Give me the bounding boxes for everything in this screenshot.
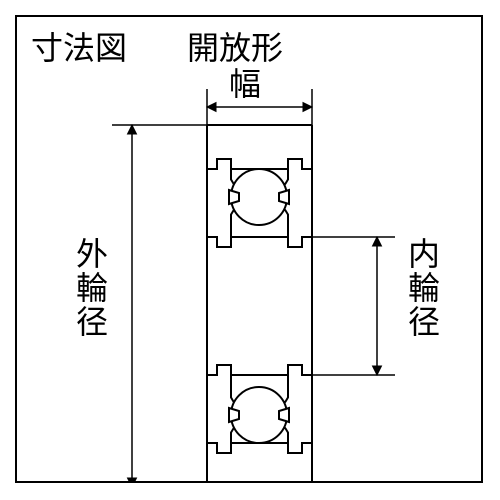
bearing-diagram [17, 17, 483, 483]
diagram-frame: 寸法図 開放形 幅 外輪径 内輪径 [15, 15, 483, 483]
